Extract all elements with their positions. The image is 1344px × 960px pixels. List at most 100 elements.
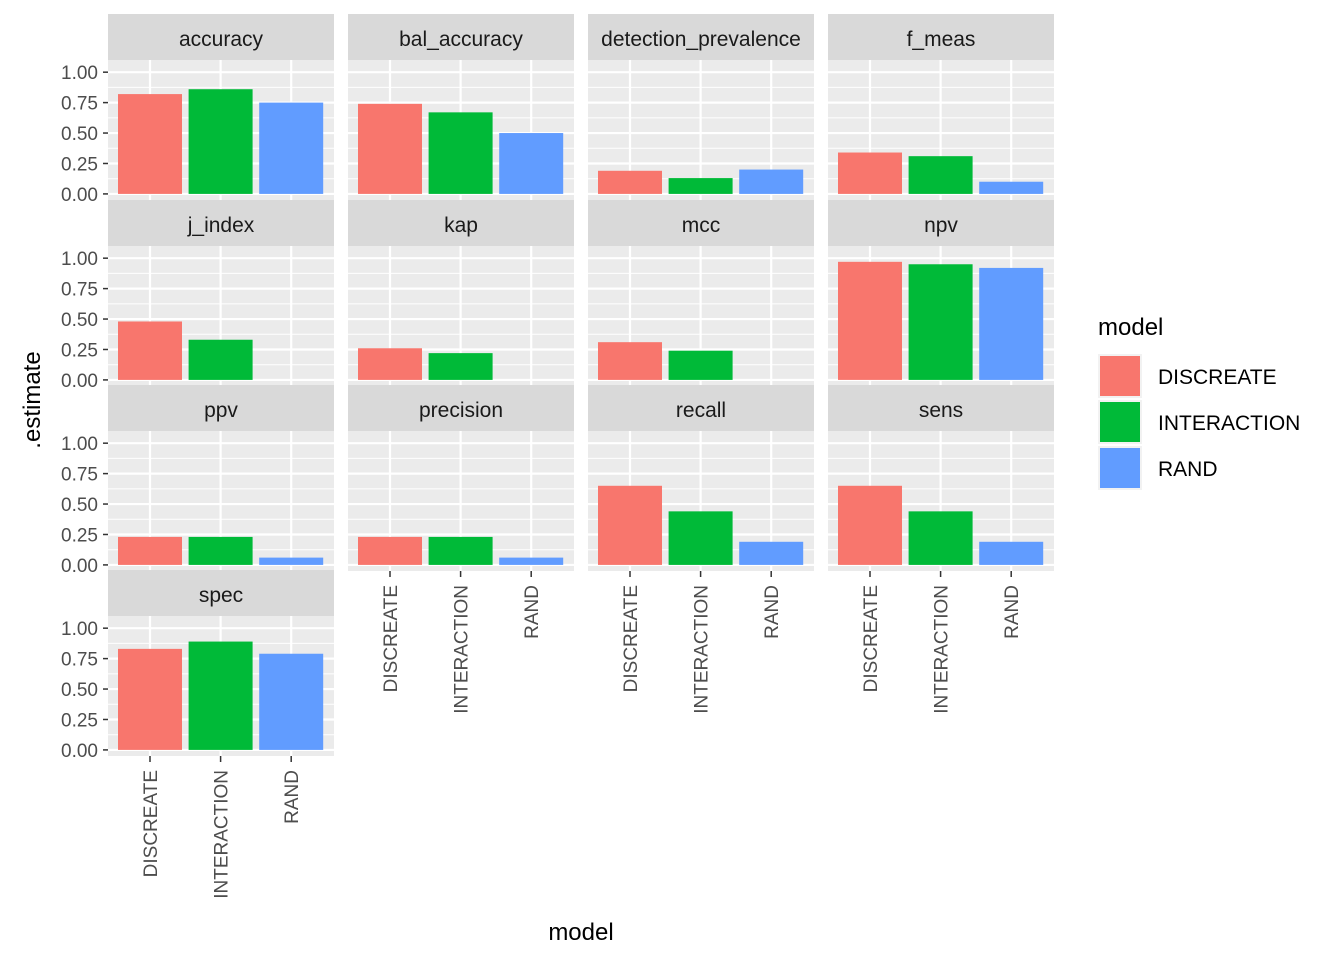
x-tick-label: INTERACTION (212, 770, 233, 899)
y-tick-label: 0.00 (61, 185, 98, 206)
y-tick-label: 0.00 (61, 371, 98, 392)
bar-ppv-discreate (118, 536, 182, 565)
facet-panel-j_index: j_index 0.00 0.25 0.50 0.75 1.00 (61, 200, 334, 392)
bar-bal_accuracy-rand (499, 133, 564, 194)
facet-strip-label: recall (676, 399, 726, 422)
facet-strip (828, 385, 1054, 431)
y-tick-label: 1.00 (61, 249, 98, 270)
facet-strip-label: precision (419, 399, 503, 422)
bar-ppv-rand (259, 557, 324, 565)
bar-precision-discreate (358, 536, 422, 565)
facet-strip-label: f_meas (907, 28, 976, 51)
y-tick-label: 0.25 (61, 154, 98, 175)
facet-panels: accuracy 0.00 0.25 0.50 0.75 1.00 bal_accuracy… (61, 14, 1054, 899)
bar-bal_accuracy-interaction (428, 112, 493, 194)
y-tick-label: 0.75 (61, 465, 98, 486)
y-tick-label: 0.75 (61, 650, 98, 671)
bar-sens-interaction (908, 511, 973, 565)
bar-sens-discreate (838, 485, 902, 565)
facet-strip-label: sens (919, 399, 963, 422)
facet-panel-ppv: ppv 0.00 0.25 0.50 0.75 1.00 (61, 385, 334, 577)
bar-recall-discreate (598, 485, 662, 565)
facet-strip (348, 200, 574, 246)
bar-kap-discreate (358, 348, 422, 380)
facet-strip (588, 14, 814, 60)
legend-swatch-interaction (1100, 402, 1140, 442)
legend: model DISCREATE INTERACTION RAND (1098, 314, 1300, 490)
bar-detection_prevalence-interaction (668, 178, 733, 194)
y-tick-label: 1.00 (61, 619, 98, 640)
bar-kap-interaction (428, 353, 493, 380)
facet-strip-label: detection_prevalence (601, 28, 801, 51)
legend-swatch-rand (1100, 448, 1140, 488)
y-tick-label: 0.75 (61, 94, 98, 115)
facet-strip (108, 200, 334, 246)
bar-accuracy-discreate (118, 94, 182, 194)
facet-panel-recall: recall DISCREATE INTERACTION RAND (588, 385, 814, 714)
facet-panel-mcc: mcc (588, 200, 814, 392)
facet-strip (348, 14, 574, 60)
bar-npv-interaction (908, 264, 973, 380)
y-tick-label: 0.75 (61, 280, 98, 301)
y-tick-label: 0.00 (61, 556, 98, 577)
bar-npv-rand (979, 267, 1044, 380)
y-tick-label: 0.50 (61, 310, 98, 331)
bar-accuracy-interaction (188, 89, 253, 194)
facet-strip (108, 570, 334, 616)
bar-precision-interaction (428, 536, 493, 565)
x-tick-label: DISCREATE (381, 585, 402, 692)
facet-strip (828, 200, 1054, 246)
bar-j_index-discreate (118, 321, 182, 380)
facet-strip-label: ppv (204, 399, 238, 422)
bar-ppv-interaction (188, 536, 253, 565)
legend-label-interaction: INTERACTION (1158, 412, 1300, 435)
facet-panel-detection_prevalence: detection_prevalence (588, 14, 814, 206)
bar-mcc-interaction (668, 350, 733, 380)
facet-strip (108, 14, 334, 60)
bar-mcc-discreate (598, 342, 662, 380)
facet-strip-label: spec (199, 584, 243, 607)
x-tick-label: INTERACTION (932, 585, 953, 714)
x-tick-label: DISCREATE (861, 585, 882, 692)
bar-accuracy-rand (259, 102, 324, 194)
facet-strip-label: mcc (682, 214, 721, 237)
facet-strip-label: j_index (187, 214, 255, 237)
y-tick-label: 0.25 (61, 525, 98, 546)
bar-sens-rand (979, 541, 1044, 565)
bar-bal_accuracy-discreate (358, 103, 422, 194)
x-tick-label: RAND (282, 770, 303, 824)
facet-panel-precision: precision DISCREATE INTERACTION RAND (348, 385, 574, 714)
y-tick-label: 0.50 (61, 680, 98, 701)
legend-title: model (1098, 314, 1163, 341)
legend-swatch-discreate (1100, 356, 1140, 396)
legend-label-rand: RAND (1158, 458, 1218, 481)
x-tick-label: RAND (1002, 585, 1023, 639)
facet-panel-spec: spec 0.00 0.25 0.50 0.75 1.00 DISCREATE INTERAC… (61, 570, 334, 899)
facet-strip (348, 385, 574, 431)
facet-strip-label: kap (444, 214, 478, 237)
facet-panel-npv: npv (828, 200, 1054, 392)
facet-strip (828, 14, 1054, 60)
y-tick-label: 0.25 (61, 340, 98, 361)
facet-panel-kap: kap (348, 200, 574, 392)
x-tick-label: DISCREATE (141, 770, 162, 877)
facet-panel-accuracy: accuracy 0.00 0.25 0.50 0.75 1.00 (61, 14, 334, 206)
facet-strip (108, 385, 334, 431)
x-tick-label: INTERACTION (692, 585, 713, 714)
facet-strip (588, 385, 814, 431)
bar-spec-rand (259, 653, 324, 750)
bar-precision-rand (499, 557, 564, 565)
x-tick-label: RAND (522, 585, 543, 639)
facet-strip-label: accuracy (179, 28, 264, 51)
y-tick-label: 0.50 (61, 495, 98, 516)
x-tick-label: INTERACTION (452, 585, 473, 714)
x-tick-label: RAND (762, 585, 783, 639)
y-tick-label: 1.00 (61, 63, 98, 84)
bar-spec-discreate (118, 648, 182, 750)
y-tick-label: 0.50 (61, 124, 98, 145)
y-tick-label: 1.00 (61, 434, 98, 455)
facet-panel-bal_accuracy: bal_accuracy (348, 14, 574, 206)
x-axis-title: model (548, 919, 613, 946)
bar-j_index-interaction (188, 339, 253, 380)
